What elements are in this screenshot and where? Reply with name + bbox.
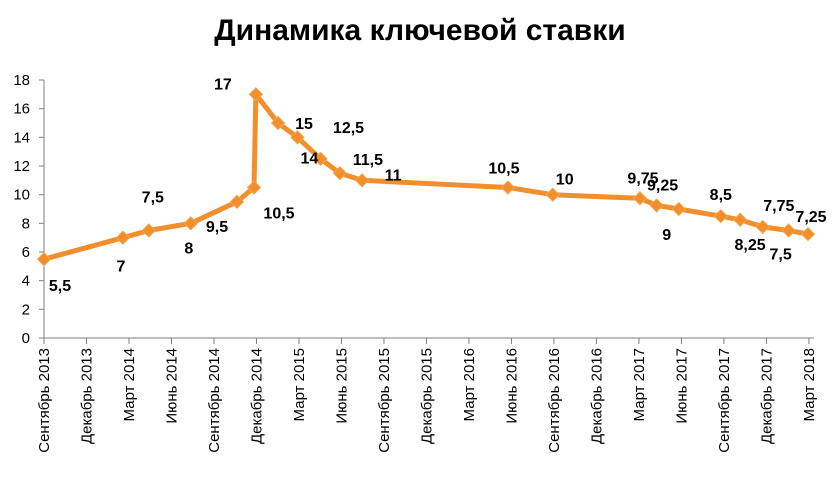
data-point-marker (632, 191, 648, 206)
data-point-marker (290, 130, 305, 145)
x-tick-label: Июнь 2016 (503, 348, 520, 424)
data-label: 9,5 (206, 219, 228, 236)
data-point-marker (755, 219, 770, 235)
x-tick-label: Декабрь 2015 (418, 348, 435, 444)
y-tick-label: 14 (13, 129, 30, 146)
x-tick-label: Декабрь 2013 (78, 348, 95, 444)
data-label: 10 (556, 172, 574, 189)
data-label: 9,25 (647, 177, 678, 194)
series-line (41, 91, 811, 262)
data-label: 7,5 (769, 247, 791, 264)
data-label: 7,25 (795, 209, 826, 226)
data-label: 7,5 (142, 190, 164, 207)
data-label: 5,5 (49, 278, 71, 295)
y-tick-label: 16 (13, 101, 30, 118)
data-point-marker (270, 115, 286, 131)
data-label: 14 (301, 150, 319, 167)
data-point-marker (781, 223, 796, 238)
y-tick-label: 6 (22, 244, 30, 261)
data-label: 11 (385, 167, 402, 184)
data-label: 8,25 (735, 237, 766, 254)
x-tick-label: Декабрь 2016 (588, 348, 605, 444)
x-tick-label: Сентябрь 2017 (716, 348, 733, 453)
chart-title: Динамика ключевой ставки (214, 14, 626, 47)
data-point-marker (36, 251, 52, 267)
x-tick-label: Сентябрь 2015 (376, 348, 393, 453)
data-point-marker (354, 173, 370, 188)
data-point-marker (246, 180, 262, 195)
data-point-marker (649, 198, 664, 213)
y-tick-label: 18 (13, 72, 30, 89)
x-tick-label: Март 2015 (291, 348, 308, 421)
data-label: 8 (184, 240, 193, 257)
data-point-marker (248, 87, 264, 102)
x-tick-label: Декабрь 2017 (758, 348, 775, 444)
x-tick-label: Декабрь 2014 (248, 348, 265, 444)
data-point-marker (500, 180, 516, 195)
data-point-marker (115, 230, 131, 245)
data-label: 10,5 (488, 161, 519, 178)
data-label: 11,5 (353, 152, 383, 169)
y-tick-label: 12 (13, 158, 30, 175)
data-label: 10,5 (263, 206, 294, 223)
y-tick-label: 2 (22, 301, 30, 318)
data-label: 9 (662, 227, 671, 244)
data-label: 7 (116, 259, 125, 276)
data-label: 9,75 (627, 170, 658, 187)
x-tick-label: Сентябрь 2014 (206, 348, 223, 453)
data-point-marker (183, 216, 199, 231)
y-tick-label: 8 (22, 215, 30, 232)
x-tick-label: Сентябрь 2013 (36, 348, 53, 453)
y-tick-label: 10 (13, 187, 30, 204)
data-point-marker (713, 208, 728, 224)
y-tick-label: 4 (22, 273, 30, 290)
data-label: 7,75 (763, 198, 794, 215)
data-label: 8,5 (710, 187, 732, 204)
x-tick-label: Июнь 2017 (673, 348, 690, 424)
data-label: 17 (214, 76, 232, 93)
x-tick-label: Март 2014 (121, 348, 138, 421)
data-label: 15 (295, 116, 313, 133)
data-point-marker (332, 165, 348, 181)
data-point-marker (141, 223, 156, 238)
data-label: 12,5 (333, 120, 364, 137)
data-point-marker (313, 151, 328, 167)
data-point-marker (545, 187, 560, 202)
x-tick-label: Июнь 2015 (333, 348, 350, 424)
x-tick-label: Март 2016 (461, 348, 478, 421)
x-tick-label: Сентябрь 2016 (546, 348, 563, 453)
x-tick-label: Июнь 2014 (163, 348, 180, 424)
y-tick-label: 0 (22, 330, 30, 347)
data-point-marker (671, 201, 686, 217)
x-tick-label: Март 2018 (801, 348, 818, 421)
data-point-marker (800, 226, 816, 242)
data-point-marker (229, 194, 245, 210)
data-point-marker (732, 212, 748, 227)
x-tick-label: Март 2017 (631, 348, 648, 421)
